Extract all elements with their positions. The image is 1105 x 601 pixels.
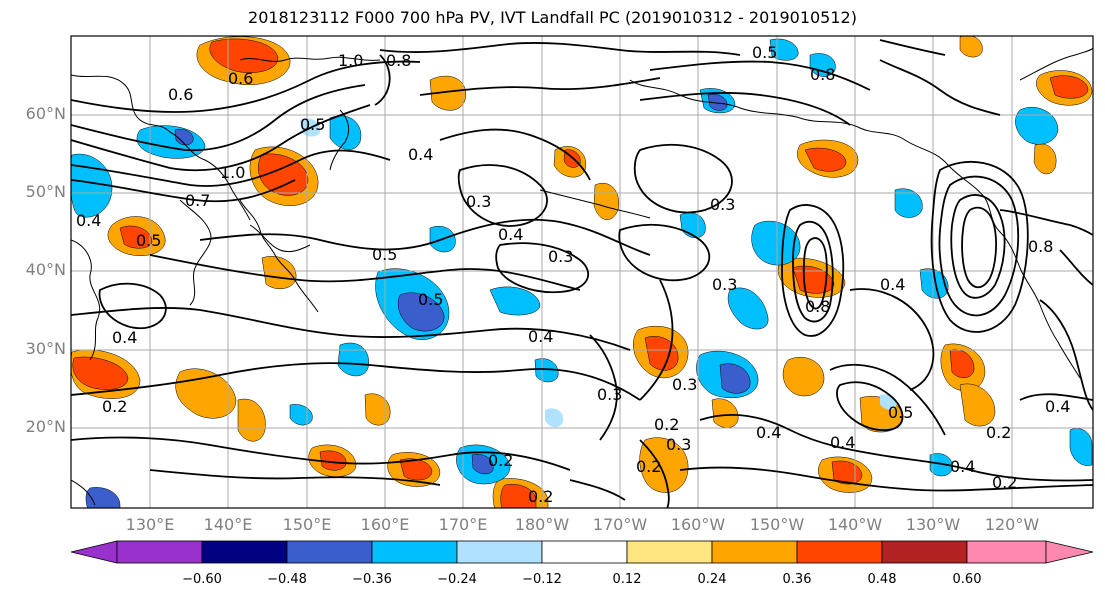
- colorbar-segment: [201, 540, 288, 564]
- contour-label: 0.2: [488, 451, 513, 470]
- contour-label: 0.2: [654, 415, 679, 434]
- contour-label: 0.8: [810, 65, 835, 84]
- contour-label: 0.4: [528, 327, 553, 346]
- colorbar-tick-label: 0.36: [782, 572, 812, 587]
- lon-label: 170°W: [592, 515, 648, 534]
- contour-label: 0.3: [712, 275, 737, 294]
- lon-label: 140°W: [827, 515, 883, 534]
- contour-label: 0.4: [408, 145, 433, 164]
- contour-label: 1.0: [220, 163, 245, 182]
- colorbar-segment: [371, 540, 458, 564]
- colorbar-tick-label: 0.12: [612, 572, 642, 587]
- contour-label: 0.4: [950, 457, 975, 476]
- lon-label: 130°E: [125, 515, 175, 534]
- lon-label: 170°E: [438, 515, 488, 534]
- colorbar-segment: [541, 540, 628, 564]
- lon-label: 140°E: [203, 515, 253, 534]
- contour-label: 0.4: [498, 225, 523, 244]
- contour-label: 0.4: [76, 211, 101, 230]
- contour-label: 0.2: [986, 423, 1011, 442]
- contour-labels: 1.0 0.8 0.6 0.5 0.4 0.7 1.0 0.5 0.4 0.3 …: [76, 43, 1070, 506]
- pv-contours: [71, 39, 1093, 508]
- contour-label: 0.2: [102, 397, 127, 416]
- lat-label: 30°N: [25, 339, 66, 358]
- contour-label: 0.4: [880, 275, 905, 294]
- contour-label: 0.8: [805, 297, 830, 316]
- contour-label: 0.3: [466, 192, 491, 211]
- colorbar-tick-label: −0.24: [437, 572, 477, 587]
- colorbar-tick-label: −0.12: [522, 572, 562, 587]
- contour-label: 0.3: [597, 385, 622, 404]
- colorbar-segment: [116, 540, 203, 564]
- contour-label: 0.8: [1028, 237, 1053, 256]
- contour-label: 0.7: [185, 191, 210, 210]
- contour-label: 0.3: [672, 375, 697, 394]
- contour-label: 0.2: [636, 457, 661, 476]
- lat-label: 20°N: [25, 417, 66, 436]
- lon-label: 160°W: [670, 515, 726, 534]
- contour-label: 0.4: [112, 328, 137, 347]
- contour-label: 0.4: [1045, 397, 1070, 416]
- contour-label: 0.5: [300, 115, 325, 134]
- contour-label: 0.4: [830, 433, 855, 452]
- colorbar-segment: [456, 540, 543, 564]
- contour-label: 0.4: [756, 423, 781, 442]
- colorbar-segment: [626, 540, 713, 564]
- contour-label: 0.6: [168, 85, 193, 104]
- contour-label: 0.5: [418, 290, 443, 309]
- lat-label: 60°N: [25, 104, 66, 123]
- colorbar-segment: [796, 540, 883, 564]
- lat-label: 50°N: [25, 182, 66, 201]
- contour-label: 0.6: [228, 69, 253, 88]
- lon-label: 150°W: [749, 515, 805, 534]
- contour-label: 0.2: [528, 487, 553, 506]
- colorbar-tick-label: 0.24: [697, 572, 727, 587]
- contour-label: 0.3: [548, 247, 573, 266]
- lon-label: 130°W: [905, 515, 961, 534]
- lon-label: 120°W: [984, 515, 1040, 534]
- colorbar-extend-high: [1045, 540, 1094, 564]
- colorbar-tick-label: −0.36: [352, 572, 392, 587]
- lon-label: 180°W: [514, 515, 570, 534]
- contour-label: 0.8: [386, 51, 411, 70]
- colorbar-tick-label: 0.48: [867, 572, 897, 587]
- contour-label: 0.2: [992, 473, 1017, 492]
- contour-label: 0.5: [372, 245, 397, 264]
- colorbar-tick-label: −0.60: [182, 572, 222, 587]
- contour-label: 1.0: [338, 51, 363, 70]
- colorbar: [70, 540, 1094, 564]
- graticule: [71, 36, 1093, 508]
- colorbar-segment: [711, 540, 798, 564]
- map-frame: [70, 35, 1094, 509]
- colorbar-tick-label: −0.48: [267, 572, 307, 587]
- colorbar-segment: [286, 540, 373, 564]
- lon-label: 160°E: [360, 515, 410, 534]
- contour-label: 0.5: [888, 403, 913, 422]
- colorbar-extend-low: [70, 540, 118, 564]
- colorbar-tick-label: 0.60: [952, 572, 982, 587]
- colorbar-segment: [881, 540, 968, 564]
- lon-label: 150°E: [282, 515, 332, 534]
- lat-label: 40°N: [25, 260, 66, 279]
- contour-label: 0.3: [666, 435, 691, 454]
- contour-label: 0.5: [752, 43, 777, 62]
- contour-label: 0.5: [136, 231, 161, 250]
- colorbar-segment: [966, 540, 1047, 564]
- pv-shading: [71, 36, 1093, 508]
- map-title: 2018123112 F000 700 hPa PV, IVT Landfall…: [248, 8, 857, 27]
- contour-label: 0.3: [710, 195, 735, 214]
- coastlines: [71, 47, 1093, 506]
